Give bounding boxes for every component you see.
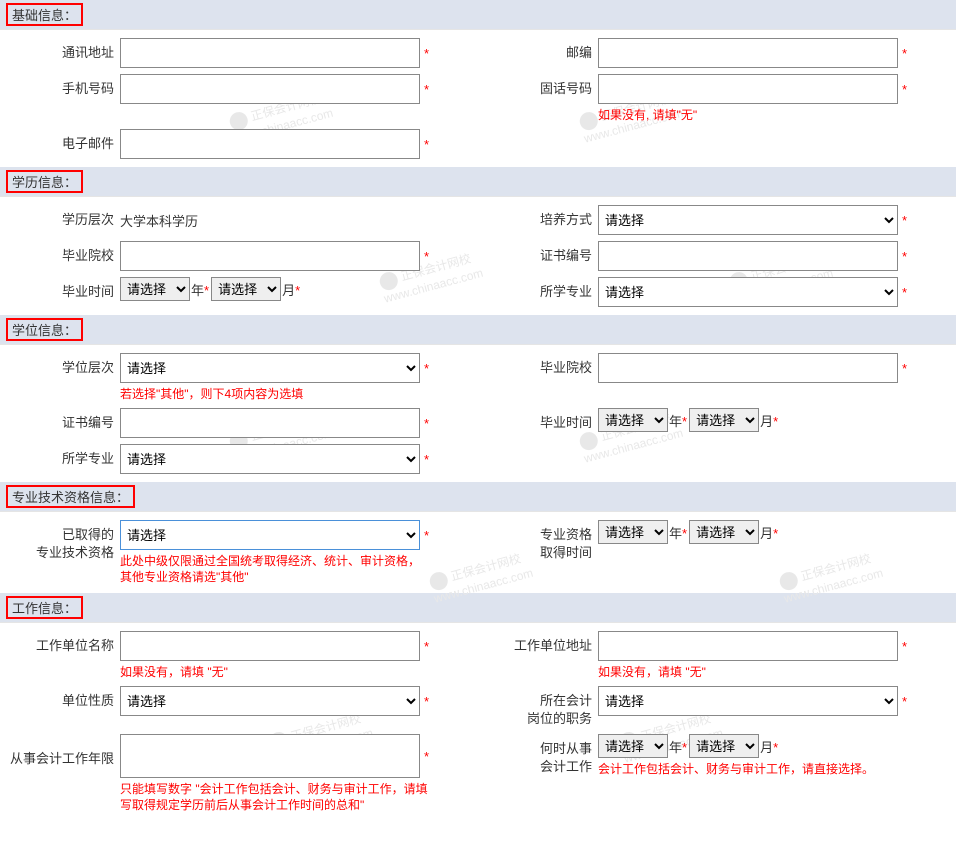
label-school: 毕业院校 [0, 241, 120, 265]
required-star: * [424, 137, 429, 152]
month-unit: 月* [760, 737, 778, 756]
month-unit: 月* [760, 523, 778, 542]
label-obtained-tech: 已取得的 专业技术资格 [0, 520, 120, 562]
training-mode-select[interactable]: 请选择 [598, 205, 898, 235]
label-company-addr: 工作单位地址 [478, 631, 598, 655]
label-degree-major: 所学专业 [0, 444, 120, 468]
label-degree-level: 学位层次 [0, 353, 120, 377]
label-postcode: 邮编 [478, 38, 598, 62]
section-header-degree: 学位信息： [0, 315, 956, 345]
year-unit: 年* [669, 523, 687, 542]
hint-company-addr: 如果没有，请填 "无" [598, 664, 908, 680]
degree-major-select[interactable]: 请选择 [120, 444, 420, 474]
work-start-month-select[interactable]: 请选择 [689, 734, 759, 758]
required-star: * [902, 249, 907, 264]
phone-input[interactable] [598, 74, 898, 104]
postcode-input[interactable] [598, 38, 898, 68]
label-address: 通讯地址 [0, 38, 120, 62]
section-header-education: 学历信息： [0, 167, 956, 197]
label-degree-school: 毕业院校 [478, 353, 598, 377]
required-star: * [424, 749, 429, 764]
section-title: 基础信息： [6, 3, 83, 26]
required-star: * [902, 285, 907, 300]
label-email: 电子邮件 [0, 129, 120, 153]
label-grad-time: 毕业时间 [0, 277, 120, 301]
month-unit: 月* [760, 411, 778, 430]
label-company-type: 单位性质 [0, 686, 120, 710]
hint-degree-level: 若选择"其他"，则下4项内容为选填 [120, 386, 430, 402]
year-unit: 年* [191, 280, 209, 299]
section-header-tech: 专业技术资格信息： [0, 482, 956, 512]
address-input[interactable] [120, 38, 420, 68]
section-header-work: 工作信息： [0, 593, 956, 623]
required-star: * [424, 639, 429, 654]
label-tech-time: 专业资格 取得时间 [478, 520, 598, 562]
required-star: * [902, 46, 907, 61]
cert-no-input[interactable] [598, 241, 898, 271]
required-star: * [902, 213, 907, 228]
tech-month-select[interactable]: 请选择 [689, 520, 759, 544]
hint-work-start: 会计工作包括会计、财务与审计工作，请直接选择。 [598, 761, 908, 777]
required-star: * [902, 694, 907, 709]
degree-level-select[interactable]: 请选择 [120, 353, 420, 383]
section-title: 专业技术资格信息： [6, 485, 135, 508]
label-phone: 固话号码 [478, 74, 598, 98]
section-title: 工作信息： [6, 596, 83, 619]
degree-cert-input[interactable] [120, 408, 420, 438]
work-start-year-select[interactable]: 请选择 [598, 734, 668, 758]
company-input[interactable] [120, 631, 420, 661]
label-major: 所学专业 [478, 277, 598, 301]
label-work-years: 从事会计工作年限 [0, 734, 120, 768]
required-star: * [424, 528, 429, 543]
hint-work-years: 只能填写数字 "会计工作包括会计、财务与审计工作，请填写取得规定学历前后从事会计… [120, 781, 430, 813]
label-work-start: 何时从事 会计工作 [478, 734, 598, 776]
required-star: * [424, 694, 429, 709]
required-star: * [424, 361, 429, 376]
section-title: 学历信息： [6, 170, 83, 193]
label-position: 所在会计 岗位的职务 [478, 686, 598, 728]
obtained-tech-select[interactable]: 请选择 [120, 520, 420, 550]
label-mobile: 手机号码 [0, 74, 120, 98]
label-training-mode: 培养方式 [478, 205, 598, 229]
major-select[interactable]: 请选择 [598, 277, 898, 307]
required-star: * [424, 46, 429, 61]
label-degree-cert: 证书编号 [0, 408, 120, 432]
year-unit: 年* [669, 411, 687, 430]
degree-month-select[interactable]: 请选择 [689, 408, 759, 432]
section-header-basic: 基础信息： [0, 0, 956, 30]
degree-school-input[interactable] [598, 353, 898, 383]
grad-year-select[interactable]: 请选择 [120, 277, 190, 301]
tech-year-select[interactable]: 请选择 [598, 520, 668, 544]
required-star: * [424, 82, 429, 97]
hint-company: 如果没有，请填 "无" [120, 664, 430, 680]
label-edu-level: 学历层次 [0, 205, 120, 229]
required-star: * [424, 249, 429, 264]
grad-month-select[interactable]: 请选择 [211, 277, 281, 301]
required-star: * [902, 639, 907, 654]
edu-level-value: 大学本科学历 [120, 211, 198, 230]
section-title: 学位信息： [6, 318, 83, 341]
month-unit: 月* [282, 280, 300, 299]
hint-phone: 如果没有, 请填"无" [598, 107, 908, 123]
required-star: * [902, 82, 907, 97]
email-input[interactable] [120, 129, 420, 159]
degree-year-select[interactable]: 请选择 [598, 408, 668, 432]
position-select[interactable]: 请选择 [598, 686, 898, 716]
company-addr-input[interactable] [598, 631, 898, 661]
mobile-input[interactable] [120, 74, 420, 104]
label-cert-no: 证书编号 [478, 241, 598, 265]
required-star: * [902, 361, 907, 376]
required-star: * [424, 416, 429, 431]
work-years-input[interactable] [120, 734, 420, 778]
year-unit: 年* [669, 737, 687, 756]
school-input[interactable] [120, 241, 420, 271]
company-type-select[interactable]: 请选择 [120, 686, 420, 716]
required-star: * [424, 452, 429, 467]
hint-tech: 此处中级仅限通过全国统考取得经济、统计、审计资格，其他专业资格请选"其他" [120, 553, 430, 585]
label-degree-time: 毕业时间 [478, 408, 598, 432]
label-company: 工作单位名称 [0, 631, 120, 655]
